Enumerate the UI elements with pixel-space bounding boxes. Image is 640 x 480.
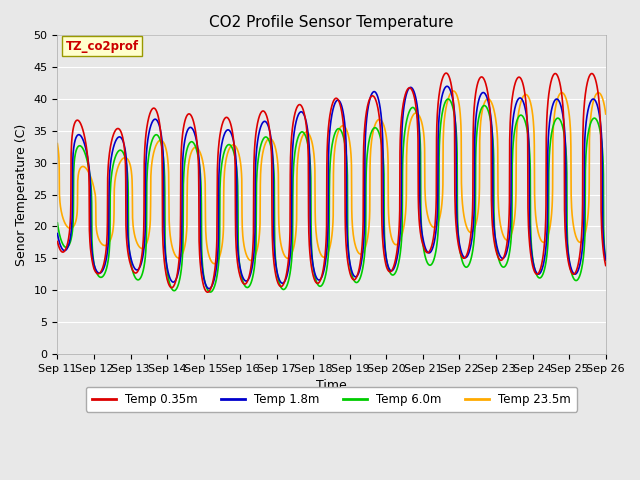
Temp 1.8m <box>554 96 561 102</box>
Temp 6.0m <box>360 262 367 267</box>
Temp 0.35m <box>569 271 577 277</box>
Temp 1.8m <box>492 234 499 240</box>
Temp 1.8m <box>205 286 213 291</box>
Temp 23.5m <box>54 141 61 146</box>
Text: TZ_co2prof: TZ_co2prof <box>66 40 139 53</box>
Temp 23.5m <box>449 88 457 94</box>
Line: Temp 0.35m: Temp 0.35m <box>58 73 605 292</box>
Legend: Temp 0.35m, Temp 1.8m, Temp 6.0m, Temp 23.5m: Temp 0.35m, Temp 1.8m, Temp 6.0m, Temp 2… <box>86 387 577 411</box>
Temp 0.35m <box>54 239 61 244</box>
Temp 6.0m <box>569 274 577 280</box>
Temp 23.5m <box>554 96 561 101</box>
Temp 1.8m <box>360 242 367 248</box>
Temp 6.0m <box>492 235 499 241</box>
Temp 23.5m <box>348 163 355 168</box>
Temp 6.0m <box>207 289 214 295</box>
Line: Temp 1.8m: Temp 1.8m <box>58 86 605 288</box>
Temp 1.8m <box>348 267 355 273</box>
Temp 0.35m <box>348 275 355 280</box>
Temp 1.8m <box>207 285 214 291</box>
Y-axis label: Senor Temperature (C): Senor Temperature (C) <box>15 123 28 266</box>
Title: CO2 Profile Sensor Temperature: CO2 Profile Sensor Temperature <box>209 15 454 30</box>
Temp 1.8m <box>54 231 61 237</box>
Temp 6.0m <box>54 220 61 226</box>
X-axis label: Time: Time <box>316 379 347 392</box>
Temp 1.8m <box>569 270 577 276</box>
Temp 0.35m <box>204 289 212 295</box>
Temp 0.35m <box>360 158 367 164</box>
Temp 0.35m <box>492 244 499 250</box>
Temp 1.8m <box>602 257 609 263</box>
Temp 23.5m <box>602 111 609 117</box>
Temp 23.5m <box>360 249 367 255</box>
Temp 23.5m <box>211 261 218 266</box>
Temp 6.0m <box>207 289 214 295</box>
Temp 6.0m <box>602 257 609 263</box>
Temp 6.0m <box>444 96 452 102</box>
Line: Temp 23.5m: Temp 23.5m <box>58 91 605 264</box>
Temp 6.0m <box>554 115 561 121</box>
Temp 23.5m <box>569 219 577 225</box>
Temp 1.8m <box>443 84 451 89</box>
Temp 23.5m <box>492 113 499 119</box>
Temp 6.0m <box>348 270 355 276</box>
Temp 0.35m <box>207 286 214 292</box>
Temp 0.35m <box>602 263 609 268</box>
Line: Temp 6.0m: Temp 6.0m <box>58 99 605 292</box>
Temp 23.5m <box>207 256 214 262</box>
Temp 0.35m <box>554 73 561 79</box>
Temp 0.35m <box>442 70 450 76</box>
